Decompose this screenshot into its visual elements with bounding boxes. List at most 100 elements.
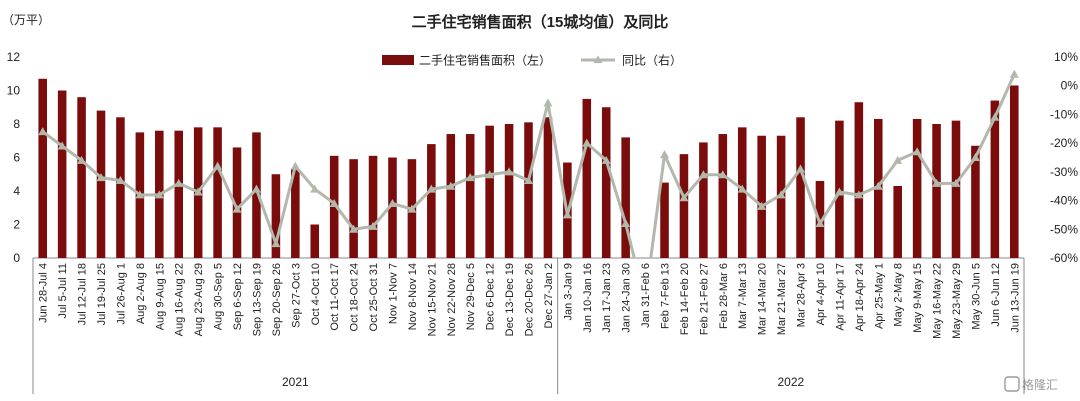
left-tick-label: 4: [13, 184, 20, 198]
category-label: Mar 28-Apr 3: [796, 263, 808, 327]
category-label: Mar 21-Mar 27: [776, 263, 788, 335]
category-label: May 23-May 29: [951, 263, 963, 339]
category-label: Feb 7-Feb 13: [660, 263, 672, 329]
category-label: Feb 21-Feb 27: [698, 263, 710, 335]
yoy-point: [271, 239, 281, 248]
right-tick-label: -50%: [1050, 222, 1078, 236]
yoy-point: [543, 98, 553, 107]
yoy-point: [912, 147, 922, 156]
yoy-point: [504, 167, 514, 176]
watermark-text: 格隆汇: [1022, 377, 1058, 392]
yoy-point: [57, 141, 67, 150]
right-tick-label: -10%: [1050, 107, 1078, 121]
category-label: May 16-May 22: [932, 263, 944, 339]
yoy-point: [621, 219, 631, 228]
category-label: Sep 6-Sep 12: [232, 263, 244, 330]
bar: [504, 124, 514, 258]
bar: [912, 118, 922, 258]
category-label: Nov 8-Nov 14: [407, 263, 419, 330]
category-label: Jan 31-Feb 6: [640, 263, 652, 328]
yoy-point: [290, 161, 300, 170]
chart-title: 二手住宅销售面积（15城均值）及同比: [412, 13, 669, 31]
bar: [446, 134, 456, 258]
bar: [621, 137, 630, 258]
yoy-point: [582, 138, 592, 147]
yoy-point: [387, 198, 397, 207]
category-label: Aug 23-Aug 29: [193, 263, 205, 336]
yoy-point: [679, 193, 689, 202]
yoy-point: [349, 224, 359, 233]
bar: [893, 185, 902, 258]
category-label: Oct 18-Oct 24: [349, 263, 361, 331]
category-label: May 30-Jun 5: [970, 263, 982, 330]
yoy-point: [893, 155, 903, 164]
yoy-point: [465, 173, 475, 182]
yoy-point: [601, 155, 611, 164]
right-tick-label: -30%: [1050, 165, 1078, 179]
legend-line-label: 同比（右）: [622, 53, 682, 68]
yoy-point: [446, 181, 456, 190]
bar: [388, 157, 397, 258]
category-label: Nov 29-Dec 5: [465, 263, 477, 330]
bar: [971, 145, 980, 258]
watermark: 格隆汇: [1004, 376, 1058, 392]
bar: [699, 142, 708, 258]
yoy-point: [815, 219, 825, 228]
yoy-point: [718, 170, 728, 179]
category-label: Oct 11-Oct 17: [329, 263, 341, 331]
yoy-point: [135, 190, 145, 199]
category-label: Aug 2-Aug 8: [135, 263, 147, 324]
yoy-point: [970, 153, 980, 161]
legend: 二手住宅销售面积（左） 同比（右）: [382, 53, 682, 68]
yoy-point: [660, 150, 670, 159]
bar: [96, 110, 106, 258]
bar: [679, 154, 689, 258]
yoy-point: [310, 184, 320, 193]
bar: [601, 107, 611, 258]
left-axis-unit: （万平）: [2, 13, 50, 27]
bar: [271, 174, 281, 258]
category-label: Jun 28-Jul 4: [38, 263, 50, 323]
yoy-point: [796, 164, 806, 173]
bar: [485, 125, 494, 259]
yoy-point: [737, 184, 747, 193]
yoy-point: [174, 178, 184, 187]
yoy-point: [873, 181, 883, 190]
category-label: Dec 27-Jan 2: [543, 263, 555, 328]
category-label: Apr 4-Apr 10: [815, 263, 827, 325]
yoy-point: [368, 221, 378, 230]
right-tick-label: 10%: [1054, 50, 1078, 64]
right-tick-label: -60%: [1050, 251, 1078, 265]
bar: [1010, 85, 1019, 258]
category-label: Dec 6-Dec 12: [485, 263, 497, 330]
category-label: Nov 22-Nov 28: [446, 263, 458, 336]
category-label: Oct 25-Oct 31: [368, 263, 380, 331]
category-label: Feb 14-Feb 20: [679, 263, 691, 335]
left-tick-label: 8: [13, 117, 20, 131]
category-label: Nov 1-Nov 7: [387, 263, 399, 324]
bar: [932, 124, 941, 258]
category-label: Sep 20-Sep 26: [271, 263, 283, 336]
yoy-point: [193, 187, 203, 196]
bar: [38, 78, 47, 258]
yoy-point: [329, 198, 339, 207]
left-tick-label: 12: [7, 50, 21, 64]
bar: [718, 134, 728, 258]
bar: [232, 147, 242, 258]
year-label: 2022: [777, 375, 804, 389]
right-tick-label: -40%: [1050, 194, 1078, 208]
yoy-point: [698, 170, 708, 179]
yoy-point: [426, 184, 436, 193]
category-label: Jul 19-Jul 25: [96, 263, 108, 325]
category-label: Mar 14-Mar 20: [757, 263, 769, 335]
yoy-point: [213, 161, 223, 170]
legend-bar-swatch: [382, 55, 414, 65]
right-tick-label: 0%: [1061, 79, 1079, 93]
category-label: Jul 12-Jul 18: [77, 263, 89, 325]
category-label: Jan 24-Jan 30: [621, 263, 633, 333]
yoy-point: [757, 201, 767, 210]
yoy-point: [485, 170, 495, 179]
yoy-point: [932, 178, 942, 187]
category-label: Dec 13-Dec 19: [504, 263, 516, 336]
